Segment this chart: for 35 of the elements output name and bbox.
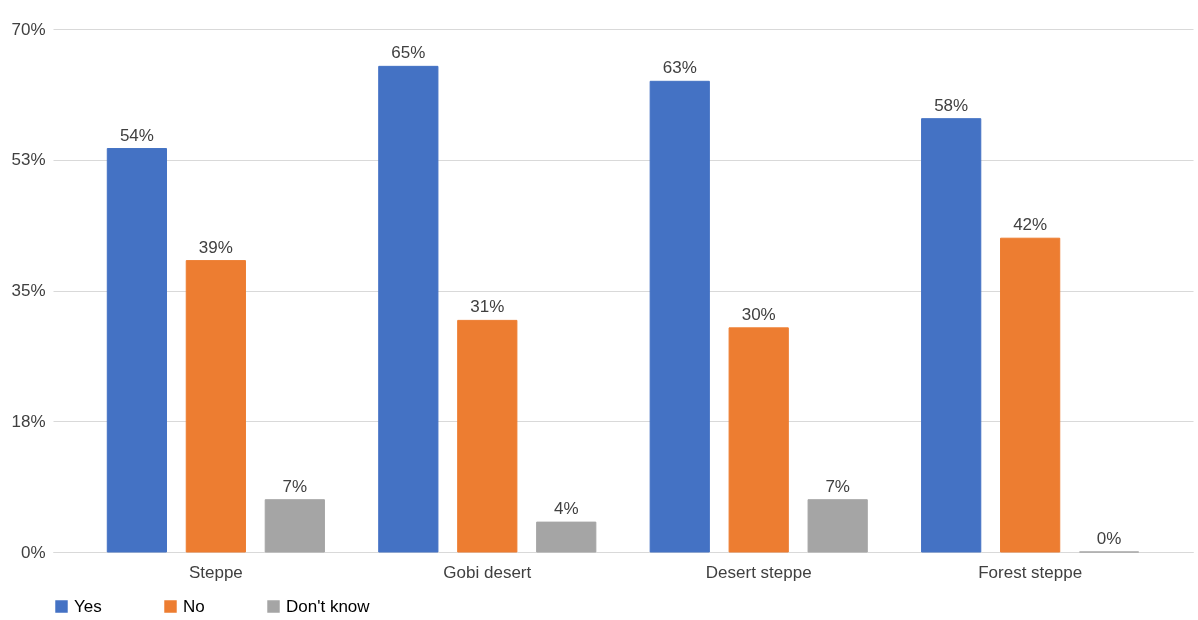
x-tick-label: Gobi desert [443, 562, 532, 582]
bar [728, 327, 789, 553]
y-tick-label: 0% [20, 542, 46, 562]
y-tick-label: 35% [11, 281, 46, 300]
data-label: 39% [198, 237, 233, 257]
data-label: 31% [470, 297, 505, 317]
data-label: 58% [934, 95, 969, 115]
x-tick-label: Forest steppe [978, 562, 1083, 582]
bar [536, 521, 597, 553]
x-tick-label: Desert steppe [705, 562, 812, 582]
data-label: 0% [1096, 529, 1122, 548]
data-label: 65% [391, 43, 426, 63]
bar [649, 80, 710, 553]
data-label: 63% [662, 58, 697, 78]
bar [457, 319, 518, 553]
legend-label: Don't know [286, 596, 371, 616]
bar [106, 148, 168, 553]
y-tick-label: 18% [11, 411, 46, 431]
bar [807, 499, 868, 553]
legend-label: Yes [74, 596, 102, 616]
legend-label: No [183, 596, 205, 616]
y-tick-label: 53% [11, 150, 46, 170]
bar [1000, 237, 1061, 553]
y-tick-label: 70% [11, 19, 46, 39]
bar [378, 65, 439, 553]
data-label: 30% [741, 304, 776, 324]
x-tick-label: Steppe [188, 562, 243, 582]
data-label: 54% [119, 125, 154, 145]
data-label: 7% [825, 476, 850, 496]
data-label: 4% [553, 499, 579, 519]
data-label: 7% [282, 476, 308, 496]
bar [264, 499, 325, 553]
data-label: 42% [1013, 215, 1048, 235]
bar [185, 260, 246, 553]
bar [921, 118, 982, 553]
